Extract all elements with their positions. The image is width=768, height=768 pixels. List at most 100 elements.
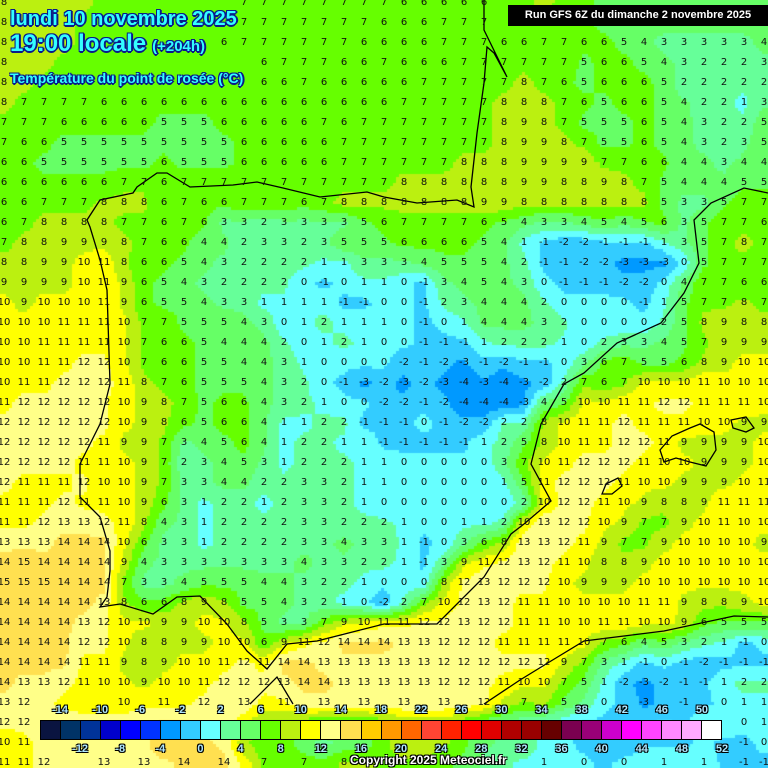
grid-value: -1 (419, 337, 429, 348)
legend-label: -4 (155, 743, 166, 755)
grid-value: 11 (37, 477, 51, 488)
grid-value: 11 (597, 417, 611, 428)
grid-value: 9 (120, 657, 128, 668)
grid-value: 8 (0, 97, 8, 108)
grid-value: 13 (357, 657, 371, 668)
grid-value: 12 (457, 677, 471, 688)
grid-value: 9 (620, 517, 628, 528)
grid-value: 14 (17, 637, 31, 648)
grid-value: -2 (559, 237, 569, 248)
grid-value: 3 (160, 557, 168, 568)
grid-value: 13 (0, 537, 11, 548)
grid-value: 2 (260, 477, 268, 488)
grid-value: 7 (580, 657, 588, 668)
grid-value: 12 (57, 417, 71, 428)
grid-value: 6 (240, 417, 248, 428)
grid-value: 11 (0, 517, 11, 528)
grid-value: 6 (200, 197, 208, 208)
grid-value: 14 (0, 657, 11, 668)
grid-value: 2 (720, 97, 728, 108)
grid-value: 14 (377, 637, 391, 648)
grid-value: 10 (737, 377, 751, 388)
grid-value: 7 (380, 117, 388, 128)
grid-value: 5 (560, 397, 568, 408)
grid-value: 7 (320, 0, 328, 8)
grid-value: 3 (380, 257, 388, 268)
grid-value: 4 (300, 557, 308, 568)
grid-value: 5 (660, 97, 668, 108)
grid-value: 11 (617, 617, 631, 628)
grid-value: 8 (100, 217, 108, 228)
grid-value: 9 (120, 277, 128, 288)
grid-value: 4 (280, 577, 288, 588)
grid-value: 11 (97, 297, 111, 308)
grid-value: 7 (600, 637, 608, 648)
grid-value: 11 (737, 497, 751, 508)
grid-value: 10 (737, 517, 751, 528)
grid-value: 0 (460, 497, 468, 508)
grid-value: -1 (599, 237, 609, 248)
grid-value: 14 (297, 657, 311, 668)
grid-value: -4 (499, 397, 509, 408)
legend-label: 32 (515, 743, 528, 755)
grid-value: 10 (717, 537, 731, 548)
grid-value: 12 (257, 677, 271, 688)
legend-swatch (241, 721, 262, 739)
grid-value: -1 (419, 557, 429, 568)
grid-value: 4 (500, 237, 508, 248)
grid-value: 8 (540, 437, 548, 448)
grid-value: 11 (57, 357, 71, 368)
grid-value: 5 (140, 157, 148, 168)
grid-value: 5 (240, 377, 248, 388)
grid-value: 6 (220, 97, 228, 108)
grid-value: 7 (20, 117, 28, 128)
grid-value: 10 (737, 577, 751, 588)
grid-value: 9 (80, 237, 88, 248)
grid-value: 13 (37, 537, 51, 548)
grid-value: 7 (480, 97, 488, 108)
grid-value: 6 (300, 97, 308, 108)
grid-value: 1 (200, 537, 208, 548)
grid-value: 6 (100, 97, 108, 108)
grid-value: -1 (319, 277, 329, 288)
grid-value: 7 (260, 37, 268, 48)
grid-value: 5 (220, 437, 228, 448)
grid-value: 3 (700, 137, 708, 148)
grid-value: 6 (40, 137, 48, 148)
grid-value: 9 (60, 277, 68, 288)
grid-value: 9 (760, 417, 768, 428)
grid-value: 3 (440, 557, 448, 568)
grid-value: 5 (600, 217, 608, 228)
grid-value: 10 (0, 377, 11, 388)
grid-value: 4 (680, 277, 688, 288)
grid-value: 12 (477, 677, 491, 688)
grid-value: 6 (600, 57, 608, 68)
grid-value: 7 (40, 117, 48, 128)
grid-value: 1 (320, 297, 328, 308)
grid-value: 5 (660, 117, 668, 128)
grid-value: -2 (599, 257, 609, 268)
grid-value: 2 (320, 437, 328, 448)
grid-value: -1 (739, 637, 749, 648)
grid-value: 12 (597, 477, 611, 488)
grid-value: 12 (17, 417, 31, 428)
grid-value: 10 (117, 677, 131, 688)
grid-value: 9 (340, 617, 348, 628)
grid-value: -2 (379, 397, 389, 408)
grid-value: 1 (200, 497, 208, 508)
grid-value: 9 (140, 457, 148, 468)
grid-value: 5 (200, 377, 208, 388)
grid-value: 10 (717, 377, 731, 388)
grid-value: 1 (340, 317, 348, 328)
grid-value: 2 (280, 517, 288, 528)
grid-value: 13 (477, 577, 491, 588)
grid-value: 5 (100, 137, 108, 148)
grid-value: 7 (340, 137, 348, 148)
grid-value: 7 (320, 57, 328, 68)
grid-value: 7 (720, 237, 728, 248)
grid-value: 7 (720, 297, 728, 308)
grid-value: 1 (460, 317, 468, 328)
grid-value: 11 (17, 737, 31, 748)
grid-value: 10 (657, 457, 671, 468)
grid-value: 7 (480, 57, 488, 68)
